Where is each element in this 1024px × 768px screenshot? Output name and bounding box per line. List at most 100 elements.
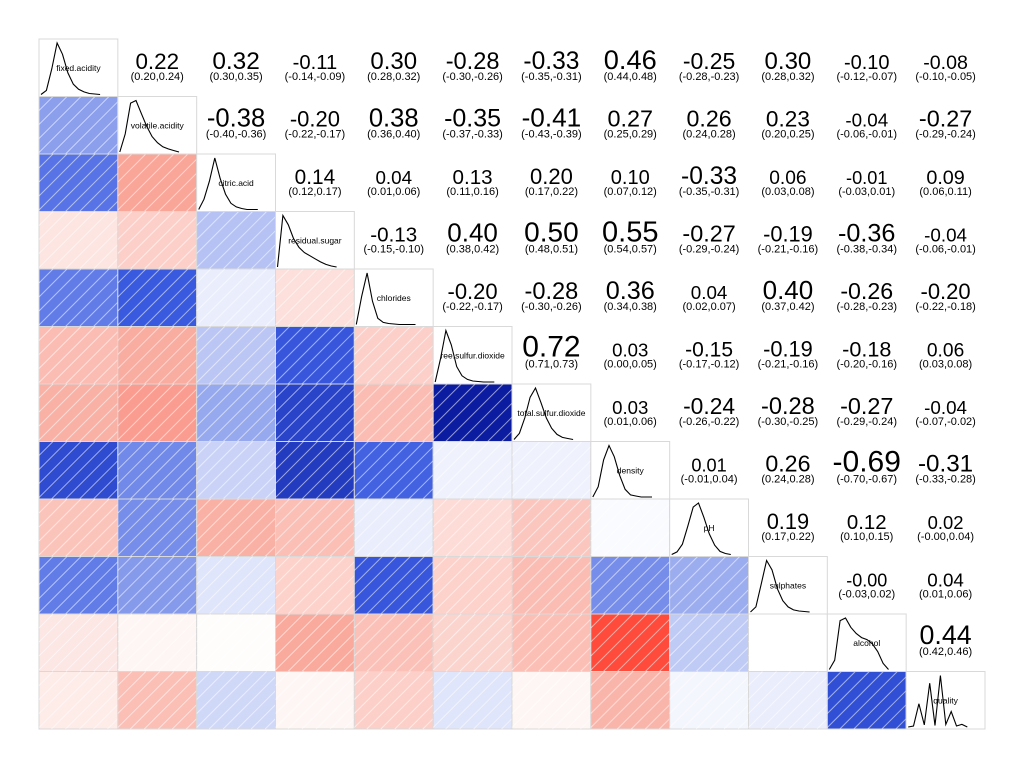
correlation-value-chlorides-pH: 0.04 [691, 282, 728, 303]
correlation-value-residual.sugar-quality: -0.04 [924, 224, 967, 245]
shaded-cell-alcohol-total.sulfur.dioxide [511, 613, 592, 672]
shaded-cell-pH-residual.sugar [275, 498, 355, 557]
correlation-value-volatile.acidity-citric.acid: -0.38 [207, 104, 265, 132]
shaded-cell-quality-alcohol [826, 671, 907, 730]
confidence-interval-fixed.acidity-chlorides: (0.28,0.32) [367, 71, 420, 83]
shaded-cell-quality-free.sulfur.dioxide [432, 671, 513, 730]
correlation-value-density-alcohol: -0.69 [833, 445, 901, 478]
confidence-interval-citric.acid-alcohol: (-0.03,0.01) [838, 186, 895, 198]
cell-hatching [196, 441, 276, 500]
shaded-cell-alcohol-free.sulfur.dioxide [432, 613, 513, 672]
variable-label-pH: pH [704, 523, 715, 533]
cell-hatching [38, 613, 119, 672]
cell-hatching [353, 556, 434, 615]
cell-hatching [117, 211, 198, 270]
shaded-cell-free.sulfur.dioxide-fixed.acidity [38, 326, 119, 385]
correlation-value-volatile.acidity-pH: 0.26 [687, 105, 732, 131]
confidence-interval-residual.sugar-free.sulfur.dioxide: (0.38,0.42) [446, 243, 499, 255]
diagonal-panel-chlorides [353, 268, 434, 327]
correlation-value-free.sulfur.dioxide-density: 0.03 [612, 339, 648, 360]
correlation-value-citric.acid-alcohol: -0.01 [846, 168, 887, 188]
shaded-cell-total.sulfur.dioxide-free.sulfur.dioxide [432, 383, 513, 442]
cell-hatching [38, 211, 119, 270]
cell-hatching [196, 671, 276, 730]
correlation-value-citric.acid-total.sulfur.dioxide: 0.20 [530, 164, 573, 189]
correlation-value-residual.sugar-density: 0.55 [602, 216, 658, 248]
correlation-value-chlorides-density: 0.36 [606, 277, 655, 305]
correlation-value-citric.acid-quality: 0.09 [926, 167, 965, 189]
correlation-value-free.sulfur.dioxide-total.sulfur.dioxide: 0.72 [522, 330, 580, 363]
confidence-interval-volatile.acidity-density: (0.25,0.29) [604, 128, 657, 140]
cell-hatching [353, 613, 434, 672]
shaded-cell-chlorides-residual.sugar [275, 268, 355, 327]
confidence-interval-free.sulfur.dioxide-density: (0.00,0.05) [604, 358, 657, 370]
correlation-value-fixed.acidity-quality: -0.08 [923, 52, 968, 74]
shaded-cell-density-fixed.acidity [38, 441, 119, 500]
shaded-cell-alcohol-citric.acid [196, 613, 277, 672]
confidence-interval-alcohol-quality: (0.42,0.46) [919, 646, 972, 658]
shaded-cell-sulphates-residual.sugar [275, 556, 355, 615]
correlation-value-pH-alcohol: 0.12 [847, 512, 887, 534]
confidence-interval-density-alcohol: (-0.70,-0.67) [836, 473, 897, 485]
cell-hatching [590, 613, 671, 672]
shaded-cell-density-chlorides [353, 441, 434, 500]
confidence-interval-density-quality: (-0.33,-0.28) [915, 473, 976, 485]
diagonal-panel-alcohol [826, 613, 907, 672]
confidence-interval-citric.acid-free.sulfur.dioxide: (0.11,0.16) [446, 186, 498, 198]
correlation-value-fixed.acidity-alcohol: -0.10 [844, 52, 890, 74]
confidence-interval-sulphates-quality: (0.01,0.06) [919, 588, 972, 600]
confidence-interval-residual.sugar-sulphates: (-0.21,-0.16) [758, 243, 819, 255]
shaded-cell-alcohol-chlorides [353, 613, 434, 672]
cell-hatching [511, 441, 592, 500]
confidence-interval-pH-quality: (-0.00,0.04) [917, 531, 974, 543]
shaded-cell-alcohol-pH [669, 613, 750, 672]
cell-hatching [275, 671, 355, 730]
shaded-cell-total.sulfur.dioxide-citric.acid [196, 383, 277, 442]
confidence-interval-fixed.acidity-free.sulfur.dioxide: (-0.30,-0.26) [442, 71, 503, 83]
confidence-interval-citric.acid-chlorides: (0.01,0.06) [367, 186, 420, 198]
shaded-cell-pH-chlorides [353, 498, 434, 557]
shaded-cell-quality-sulphates [748, 671, 828, 730]
correlation-value-free.sulfur.dioxide-quality: 0.06 [927, 340, 964, 361]
variable-label-chlorides: chlorides [377, 293, 411, 303]
correlation-value-chlorides-total.sulfur.dioxide: -0.28 [525, 279, 579, 305]
confidence-interval-citric.acid-residual.sugar: (0.12,0.17) [288, 186, 341, 198]
confidence-interval-free.sulfur.dioxide-alcohol: (-0.20,-0.16) [836, 358, 897, 370]
confidence-interval-citric.acid-sulphates: (0.03,0.08) [761, 186, 814, 198]
shaded-cell-chlorides-volatile.acidity [117, 268, 198, 327]
shaded-cell-sulphates-chlorides [353, 556, 434, 615]
correlation-value-volatile.acidity-free.sulfur.dioxide: -0.35 [444, 104, 501, 132]
cell-hatching [117, 153, 198, 212]
density-curve-fixed.acidity [40, 41, 101, 96]
density-curve-total.sulfur.dioxide [513, 386, 574, 441]
density-curve-free.sulfur.dioxide [434, 328, 495, 383]
density-curve-alcohol [828, 617, 889, 670]
confidence-interval-volatile.acidity-citric.acid: (-0.40,-0.36) [206, 128, 267, 140]
correlation-value-residual.sugar-chlorides: -0.13 [370, 223, 417, 246]
cell-hatching [196, 498, 276, 557]
shaded-cell-free.sulfur.dioxide-citric.acid [196, 326, 277, 385]
cell-hatching [748, 671, 828, 730]
correlation-value-density-sulphates: 0.26 [765, 450, 810, 476]
confidence-interval-sulphates-alcohol: (-0.03,0.02) [838, 588, 895, 600]
density-curve-chlorides [355, 272, 416, 326]
confidence-interval-citric.acid-total.sulfur.dioxide: (0.17,0.22) [525, 186, 578, 198]
density-curve-pH [671, 502, 731, 556]
correlation-value-residual.sugar-free.sulfur.dioxide: 0.40 [447, 217, 498, 247]
shaded-cell-sulphates-density [590, 556, 671, 615]
shaded-cell-pH-total.sulfur.dioxide [511, 498, 592, 557]
confidence-interval-free.sulfur.dioxide-pH: (-0.17,-0.12) [679, 358, 740, 370]
shaded-cell-citric.acid-fixed.acidity [38, 153, 119, 212]
variable-label-total.sulfur.dioxide: total.sulfur.dioxide [517, 408, 585, 418]
variable-label-residual.sugar: residual.sugar [288, 235, 342, 245]
correlation-value-citric.acid-residual.sugar: 0.14 [295, 166, 335, 189]
correlation-value-free.sulfur.dioxide-alcohol: -0.18 [842, 336, 891, 361]
shaded-cell-sulphates-total.sulfur.dioxide [511, 556, 592, 615]
cell-hatching [117, 441, 198, 500]
confidence-interval-fixed.acidity-residual.sugar: (-0.14,-0.09) [285, 71, 346, 83]
variable-label-density: density [617, 465, 645, 475]
diagonal-panel-free.sulfur.dioxide [432, 326, 513, 385]
shaded-cell-quality-residual.sugar [275, 671, 355, 730]
correlation-value-volatile.acidity-density: 0.27 [607, 105, 653, 131]
correlation-value-density-pH: 0.01 [691, 455, 726, 475]
